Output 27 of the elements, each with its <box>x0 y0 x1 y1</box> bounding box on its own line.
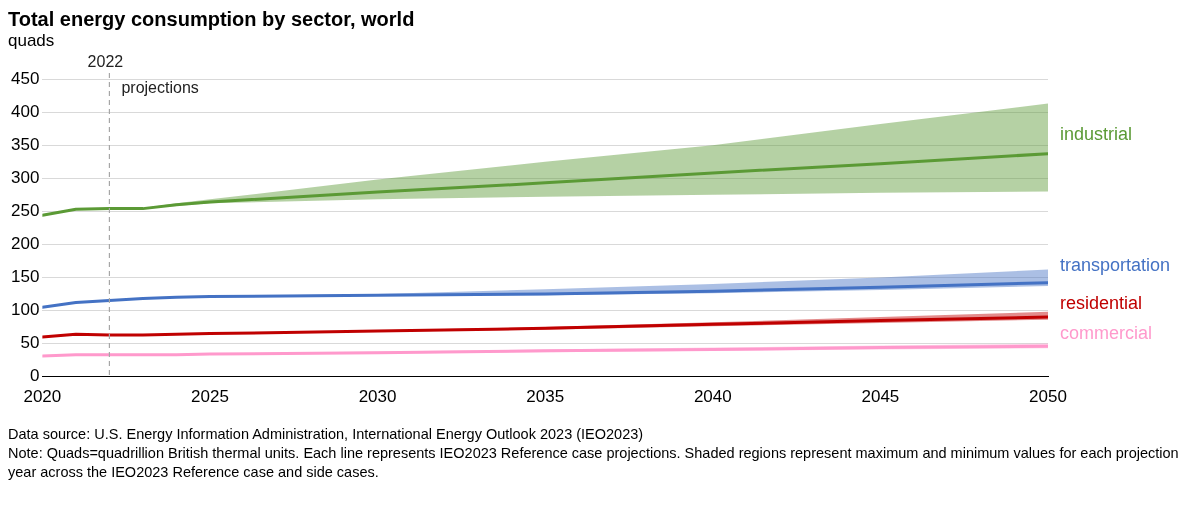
x-tick-label: 2040 <box>693 387 732 407</box>
series-label: industrial <box>1060 124 1133 145</box>
series-label: residential <box>1060 292 1143 313</box>
series-label: commercial <box>1060 322 1153 343</box>
source-note: Data source: U.S. Energy Information Administration, International Energy Outlook 2023 (IEO2023) <box>8 425 645 444</box>
chart-title: Total energy consumption by sector, world <box>8 8 416 31</box>
y-tick-label: 150 <box>10 267 40 287</box>
x-tick-label: 2025 <box>191 387 229 407</box>
y-tick-label: 300 <box>10 167 40 187</box>
x-tick-label: 2030 <box>358 387 397 407</box>
x-tick-label: 2050 <box>1029 387 1067 407</box>
x-tick-label: 2045 <box>861 387 900 407</box>
y-axis-title: quads <box>8 31 56 51</box>
y-tick-label: 50 <box>20 333 40 353</box>
y-tick-label: 350 <box>10 134 40 154</box>
x-tick-label: 2035 <box>526 387 565 407</box>
y-tick-label: 200 <box>10 234 40 254</box>
ref-line-label: 2022 <box>87 53 124 71</box>
y-tick-label: 100 <box>10 300 40 320</box>
x-tick-label: 2020 <box>23 387 62 407</box>
y-tick-label: 0 <box>29 366 40 386</box>
annotation: projections <box>121 79 199 97</box>
y-tick-label: 450 <box>10 68 40 88</box>
series-label: transportation <box>1060 254 1171 275</box>
text: Note: Quads=quadrillion British thermal units. Each line represents IEO2023 Reference case projections. Shaded regions represent maximum and minimum values for each projection year across the IEO2023 Reference case and side cases. <box>8 444 1180 482</box>
y-tick-label: 400 <box>10 101 40 121</box>
y-tick-label: 250 <box>10 200 40 220</box>
